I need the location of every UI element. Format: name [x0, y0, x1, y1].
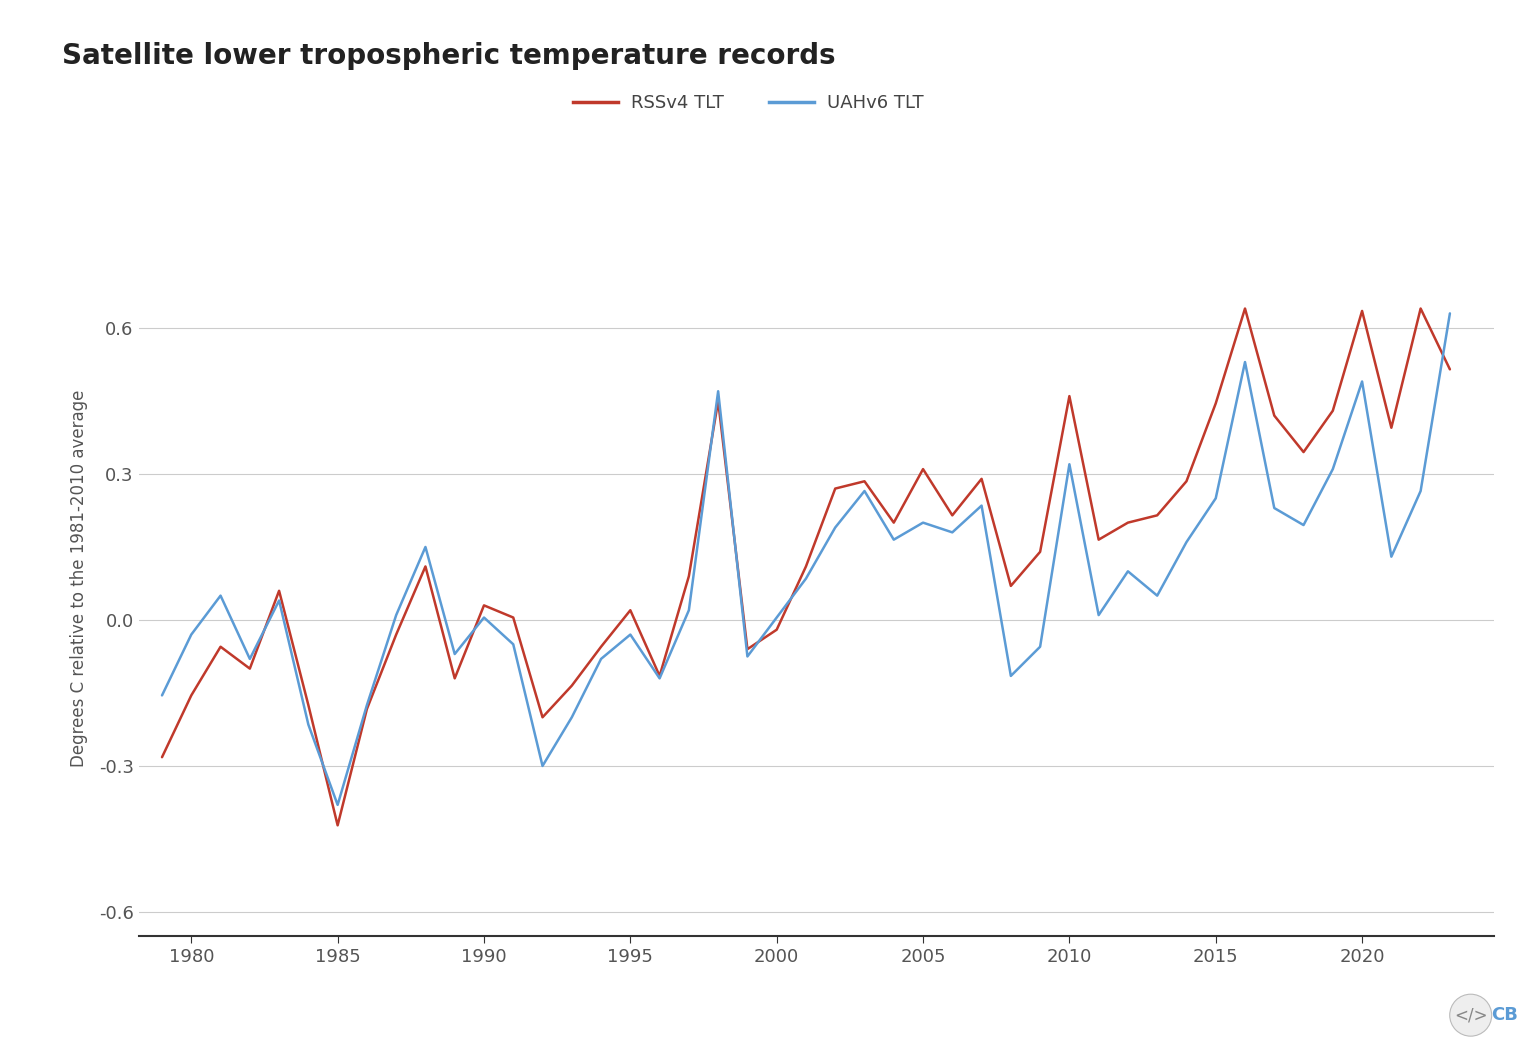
- Legend: RSSv4 TLT, UAHv6 TLT: RSSv4 TLT, UAHv6 TLT: [567, 87, 930, 119]
- Y-axis label: Degrees C relative to the 1981-2010 average: Degrees C relative to the 1981-2010 aver…: [69, 390, 88, 767]
- Text: CB: CB: [1491, 1006, 1518, 1025]
- Text: Satellite lower tropospheric temperature records: Satellite lower tropospheric temperature…: [62, 42, 835, 70]
- Text: </>: </>: [1454, 1006, 1488, 1025]
